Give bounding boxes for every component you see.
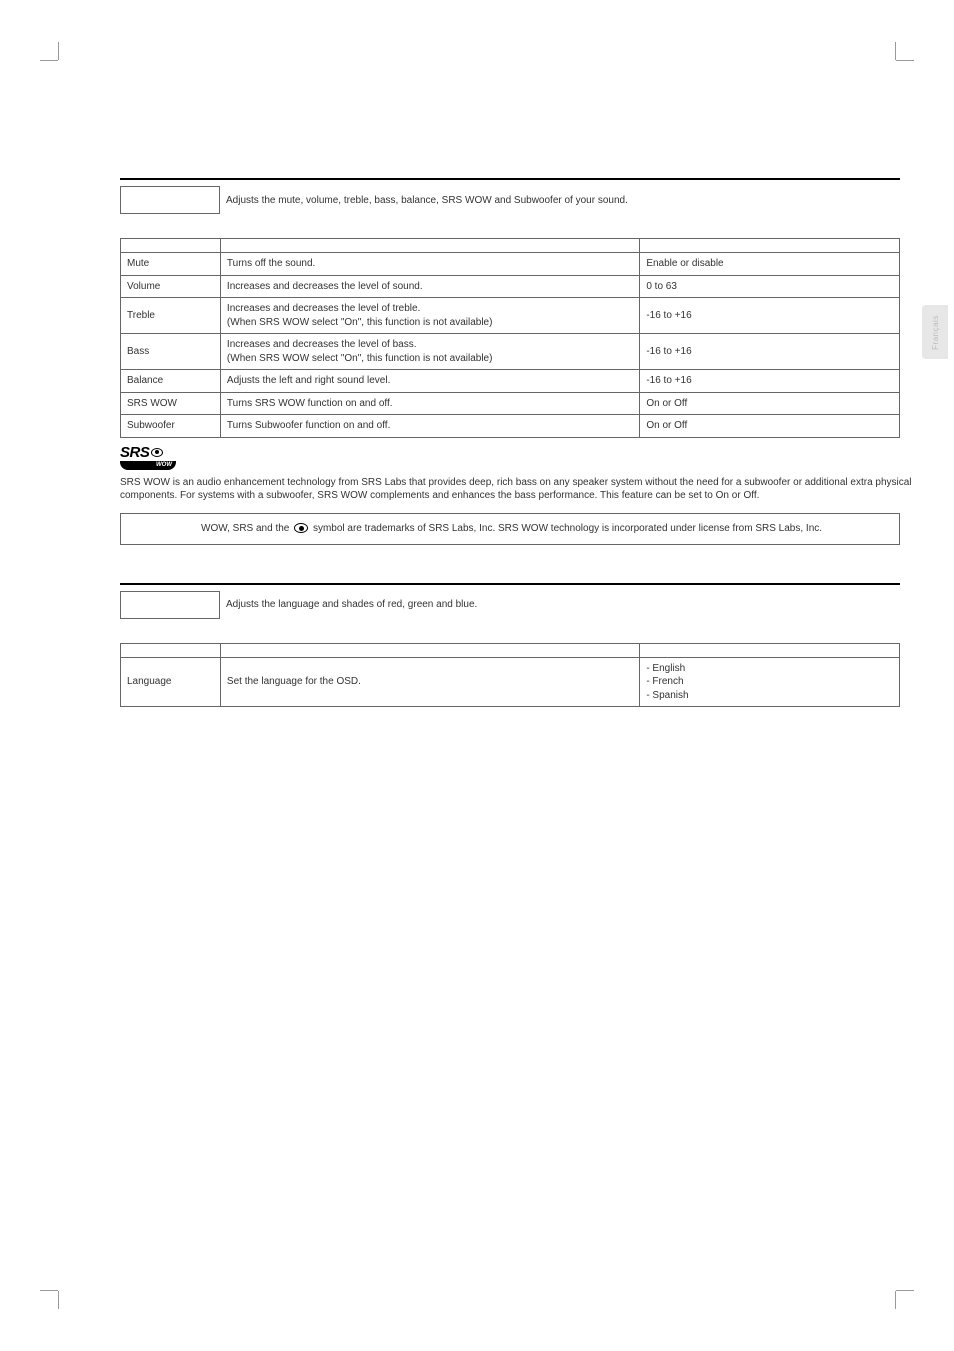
range-cell: -16 to +16 — [640, 334, 900, 370]
table-row: Subwoofer Turns Subwoofer function on an… — [121, 415, 900, 438]
table-header-cell — [640, 239, 900, 253]
section-rule — [120, 583, 900, 585]
range-cell: On or Off — [640, 415, 900, 438]
desc-cell: Turns Subwoofer function on and off. — [220, 415, 639, 438]
range-cell: - English - French - Spanish — [640, 657, 900, 707]
crop-mark — [896, 1290, 914, 1291]
table-header-cell — [121, 239, 221, 253]
table-header-cell — [220, 239, 639, 253]
item-cell: Balance — [121, 370, 221, 393]
srs-logo-text: SRS — [120, 444, 149, 461]
item-cell: Language — [121, 657, 221, 707]
range-cell: On or Off — [640, 392, 900, 415]
crop-mark — [895, 42, 896, 60]
setup-section-header: Adjusts the language and shades of red, … — [120, 591, 900, 619]
crop-mark — [896, 60, 914, 61]
audio-section-header: Adjusts the mute, volume, treble, bass, … — [120, 186, 900, 214]
setup-section-label-box — [120, 591, 220, 619]
section-rule — [120, 178, 900, 180]
page-content: Adjusts the mute, volume, treble, bass, … — [120, 178, 900, 707]
item-cell: SRS WOW — [121, 392, 221, 415]
trademark-post: symbol are trademarks of SRS Labs, Inc. … — [313, 523, 822, 534]
item-cell: Mute — [121, 253, 221, 276]
trademark-box: WOW, SRS and the symbol are trademarks o… — [120, 513, 900, 545]
srs-ring-icon — [151, 448, 163, 457]
audio-section-desc: Adjusts the mute, volume, treble, bass, … — [219, 186, 628, 214]
side-language-tab: Français — [922, 305, 948, 359]
table-header-cell — [220, 643, 639, 657]
table-row: SRS WOW Turns SRS WOW function on and of… — [121, 392, 900, 415]
side-language-label: Français — [931, 315, 940, 350]
range-cell: -16 to +16 — [640, 298, 900, 334]
desc-cell: Turns off the sound. — [220, 253, 639, 276]
srs-logo-top: SRS — [120, 444, 176, 462]
table-row: Volume Increases and decreases the level… — [121, 275, 900, 298]
srs-logo-bottom: WOW — [120, 462, 176, 470]
desc-cell: Set the language for the OSD. — [220, 657, 639, 707]
table-row: Treble Increases and decreases the level… — [121, 298, 900, 334]
range-cell: -16 to +16 — [640, 370, 900, 393]
desc-cell: Turns SRS WOW function on and off. — [220, 392, 639, 415]
audio-section-label-box — [120, 186, 220, 214]
range-cell: 0 to 63 — [640, 275, 900, 298]
srs-wow-logo: SRS WOW — [120, 444, 900, 470]
table-header-row — [121, 643, 900, 657]
crop-mark — [40, 60, 58, 61]
table-header-cell — [121, 643, 221, 657]
desc-cell: Increases and decreases the level of sou… — [220, 275, 639, 298]
table-header-cell — [640, 643, 900, 657]
desc-cell: Adjusts the left and right sound level. — [220, 370, 639, 393]
crop-mark — [58, 1291, 59, 1309]
crop-mark — [895, 1291, 896, 1309]
table-row: Language Set the language for the OSD. -… — [121, 657, 900, 707]
range-cell: Enable or disable — [640, 253, 900, 276]
setup-section-desc: Adjusts the language and shades of red, … — [219, 591, 477, 619]
desc-cell: Increases and decreases the level of bas… — [220, 334, 639, 370]
item-cell: Volume — [121, 275, 221, 298]
item-cell: Bass — [121, 334, 221, 370]
crop-mark — [58, 42, 59, 60]
table-row: Mute Turns off the sound. Enable or disa… — [121, 253, 900, 276]
table-row: Bass Increases and decreases the level o… — [121, 334, 900, 370]
desc-cell: Increases and decreases the level of tre… — [220, 298, 639, 334]
srs-body-text: SRS WOW is an audio enhancement technolo… — [120, 476, 920, 503]
crop-mark — [40, 1290, 58, 1291]
table-header-row — [121, 239, 900, 253]
table-row: Balance Adjusts the left and right sound… — [121, 370, 900, 393]
audio-table: Mute Turns off the sound. Enable or disa… — [120, 238, 900, 438]
item-cell: Subwoofer — [121, 415, 221, 438]
item-cell: Treble — [121, 298, 221, 334]
srs-ring-icon — [294, 523, 308, 533]
setup-table: Language Set the language for the OSD. -… — [120, 643, 900, 708]
trademark-pre: WOW, SRS and the — [201, 523, 292, 534]
